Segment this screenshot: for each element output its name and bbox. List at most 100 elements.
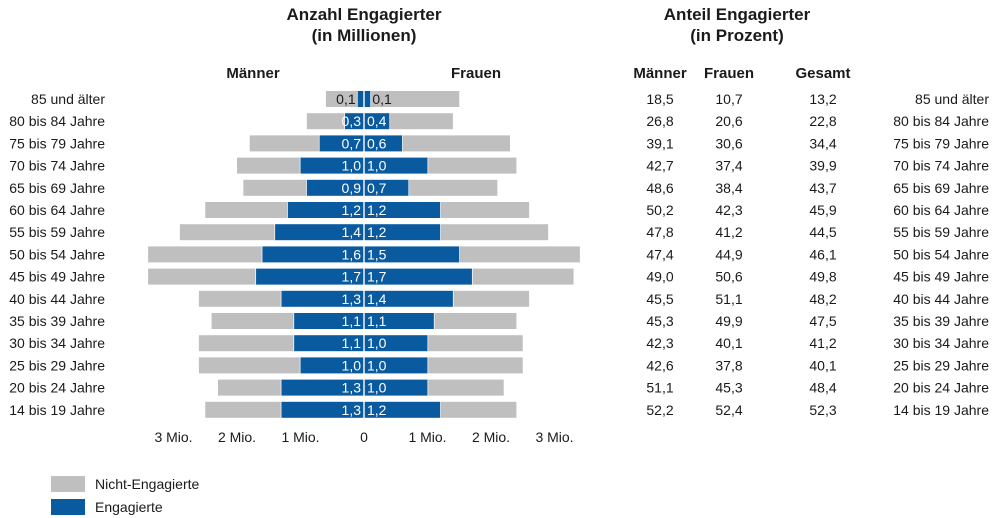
age-label: 50 bis 54 Jahre: [9, 246, 105, 262]
bar-engaged-men: [256, 268, 364, 285]
age-label-right: 30 bis 34 Jahre: [893, 335, 989, 351]
x-tick-label: 2 Mio.: [218, 429, 256, 445]
bar-not-engaged-men: [198, 357, 300, 374]
table-cell-women: 45,3: [715, 380, 742, 396]
bar-engaged-men: [275, 224, 364, 241]
age-label-right: 35 bis 39 Jahre: [893, 313, 989, 329]
age-label: 30 bis 34 Jahre: [9, 335, 105, 351]
age-label: 75 bis 79 Jahre: [9, 135, 105, 151]
legend-item-engaged: Engagierte: [51, 499, 163, 515]
age-label-right: 50 bis 54 Jahre: [893, 246, 989, 262]
age-label-right: 70 bis 74 Jahre: [893, 158, 989, 174]
bar-engaged-men: [344, 113, 364, 130]
age-label: 14 bis 19 Jahre: [9, 402, 105, 418]
data-label-engaged-men: 1,0: [342, 357, 362, 373]
table-cell-men: 42,6: [646, 357, 673, 373]
age-label: 55 bis 59 Jahre: [9, 224, 105, 240]
age-label: 20 bis 24 Jahre: [9, 380, 105, 396]
data-label-engaged-women: 0,6: [367, 135, 387, 151]
age-label: 25 bis 29 Jahre: [9, 357, 105, 373]
bar-engaged-women: [364, 357, 428, 374]
bar-engaged-men: [287, 202, 364, 218]
bar-not-engaged-women: [440, 202, 530, 218]
table-cell-women: 42,3: [715, 202, 742, 218]
table-header-men: Männer: [633, 65, 687, 82]
x-tick-label: 1 Mio.: [408, 429, 446, 445]
table-cell-total: 43,7: [809, 180, 836, 196]
bar-not-engaged-women: [428, 357, 523, 374]
age-label-right: 75 bis 79 Jahre: [893, 135, 989, 151]
table-cell-total: 44,5: [809, 224, 836, 240]
data-label-engaged-women: 1,4: [367, 291, 387, 307]
bar-not-engaged-women: [440, 401, 517, 418]
age-label: 85 und älter: [31, 91, 105, 107]
bar-not-engaged-men: [198, 290, 281, 307]
bar-not-engaged-men: [198, 335, 294, 352]
data-label-engaged-men: 1,2: [342, 202, 362, 218]
table-cell-total: 40,1: [809, 357, 836, 373]
table-cell-men: 42,3: [646, 335, 673, 351]
data-label-engaged-women: 0,7: [367, 180, 387, 196]
bar-not-engaged-men: [243, 179, 307, 196]
bar-engaged-men: [306, 179, 364, 196]
age-label: 60 bis 64 Jahre: [9, 202, 105, 218]
bar-engaged-men: [262, 246, 364, 263]
bar-not-engaged-men: [306, 113, 345, 130]
x-axis-tick-labels: 3 Mio. 2 Mio. 1 Mio. 0 1 Mio. 2 Mio. 3 Mio.: [154, 429, 573, 445]
age-label: 65 bis 69 Jahre: [9, 180, 105, 196]
bar-engaged-women: [364, 157, 428, 174]
table-cell-total: 13,2: [809, 91, 836, 107]
table-cell-women: 44,9: [715, 246, 742, 262]
table-row: 50,2 42,3 45,9 60 bis 64 Jahre: [646, 202, 989, 218]
table-cell-total: 34,4: [809, 135, 836, 151]
age-labels-left: 85 und älter 80 bis 84 Jahre 75 bis 79 Jah…: [9, 91, 105, 418]
bar-not-engaged-women: [440, 224, 549, 241]
table-cell-women: 49,9: [715, 313, 742, 329]
legend-label-engaged: Engagierte: [95, 499, 163, 515]
data-label-engaged-women: 1,1: [367, 313, 387, 329]
data-label-engaged-men: 1,3: [342, 402, 362, 418]
table-body: 18,5 10,7 13,2 85 und älter 26,8 20,6 22,8 80 b…: [646, 91, 989, 418]
table-headers: Männer Frauen Gesamt: [633, 65, 850, 82]
data-label-engaged-women: 1,2: [367, 402, 387, 418]
table-title: Anteil Engagierter: [664, 5, 811, 24]
table-subtitle: (in Prozent): [690, 26, 784, 45]
table-row: 26,8 20,6 22,8 80 bis 84 Jahre: [646, 113, 989, 129]
x-tick-label: 2 Mio.: [472, 429, 510, 445]
pyramid-subtitle: (in Millionen): [312, 26, 417, 45]
bar-not-engaged-men: [179, 224, 275, 241]
bar-not-engaged-men: [249, 135, 319, 152]
bar-not-engaged-women: [390, 113, 453, 130]
bar-not-engaged-men: [217, 379, 281, 396]
bar-not-engaged-women: [428, 157, 517, 174]
x-tick-label: 0: [360, 429, 368, 445]
table-cell-men: 47,4: [646, 246, 673, 262]
table-cell-men: 48,6: [646, 180, 673, 196]
age-label: 40 bis 44 Jahre: [9, 291, 105, 307]
table-row: 48,6 38,4 43,7 65 bis 69 Jahre: [646, 180, 989, 196]
table-cell-total: 47,5: [809, 313, 836, 329]
data-label-engaged-women: 1,7: [367, 269, 387, 285]
data-label-engaged-men: 1,1: [342, 313, 362, 329]
data-label-engaged-women: 1,2: [367, 202, 387, 218]
bar-engaged-men: [294, 313, 364, 329]
data-label-engaged-men: 1,4: [342, 224, 362, 240]
data-label-engaged-women: 1,2: [367, 224, 387, 240]
table-cell-total: 39,9: [809, 158, 836, 174]
table-row: 39,1 30,6 34,4 75 bis 79 Jahre: [646, 135, 989, 151]
age-label-right: 40 bis 44 Jahre: [893, 291, 989, 307]
bar-engaged-women: [364, 268, 472, 285]
data-label-engaged-women: 1,0: [367, 357, 387, 373]
data-label-engaged-men: 1,7: [342, 269, 362, 285]
table-cell-men: 26,8: [646, 113, 673, 129]
bar-engaged-women: [364, 313, 434, 329]
bar-not-engaged-men: [148, 246, 262, 263]
bar-engaged-women: [364, 335, 428, 352]
table-row: 49,0 50,6 49,8 45 bis 49 Jahre: [646, 269, 989, 285]
bar-engaged-women: [364, 135, 403, 152]
table-cell-men: 45,5: [646, 291, 673, 307]
value-labels: 0,1 0,1 0,3 0,4 0,7 0,6 1,0 1,0 0,9 0,7 1,2 1,2 1,4 1…: [336, 91, 392, 418]
table-cell-men: 50,2: [646, 202, 673, 218]
table-cell-men: 39,1: [646, 135, 673, 151]
x-tick-label: 1 Mio.: [281, 429, 319, 445]
